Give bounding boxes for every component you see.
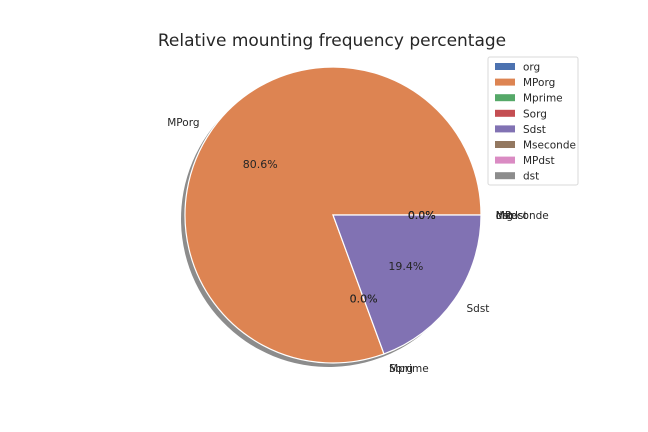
pie-label-mseconde: Mseconde xyxy=(496,210,549,222)
legend-swatch-sorg xyxy=(495,109,515,117)
legend-label-org: org xyxy=(523,62,540,74)
pie-label-mporg: MPorg xyxy=(167,117,199,129)
pie-label-sdst: Sdst xyxy=(466,303,489,315)
legend-label-sdst: Sdst xyxy=(523,124,546,136)
legend-item-org: org xyxy=(495,62,540,74)
legend-item-mseconde: Mseconde xyxy=(495,140,576,152)
legend-label-mpdst: MPdst xyxy=(523,155,555,167)
pie-pct-mporg: 80.6% xyxy=(243,158,278,171)
pie-label-sorg: Sorg xyxy=(389,363,413,375)
pie-pct-sdst: 19.4% xyxy=(388,260,423,273)
legend: org MPorg Mprime Sorg Sdst Mseconde MPdst dst xyxy=(487,56,579,186)
pie-label-org: org xyxy=(496,210,513,222)
pie-label-dst: dst xyxy=(496,210,512,222)
legend-label-mporg: MPorg xyxy=(523,77,555,89)
pie-pct-labels: 0.0%80.6%0.0%0.0%19.4%0.0%0.0%0.0% xyxy=(243,158,436,305)
pie-pct-org: 0.0% xyxy=(408,209,436,222)
legend-item-dst: dst xyxy=(495,171,539,183)
legend-frame xyxy=(487,56,579,186)
pie-slice-sdst xyxy=(332,214,482,355)
legend-label-mprime: Mprime xyxy=(523,93,563,105)
legend-swatch-dst xyxy=(495,172,515,180)
legend-swatch-mpdst xyxy=(495,156,515,164)
legend-item-mporg: MPorg xyxy=(495,77,555,89)
chart-title: Relative mounting frequency percentage xyxy=(158,31,506,51)
pie-pct-sorg: 0.0% xyxy=(350,292,378,305)
pie-label-mpdst: MPdst xyxy=(496,210,528,222)
legend-swatch-mprime xyxy=(495,94,515,102)
pie-pct-mpdst: 0.0% xyxy=(408,209,436,222)
legend-items: org MPorg Mprime Sorg Sdst Mseconde MPdst dst xyxy=(495,62,576,183)
legend-item-sdst: Sdst xyxy=(495,124,546,136)
pie-slices xyxy=(184,66,482,364)
legend-label-dst: dst xyxy=(523,171,539,183)
legend-label-mseconde: Mseconde xyxy=(523,140,576,152)
legend-swatch-sdst xyxy=(495,125,515,133)
pie-pct-dst: 0.0% xyxy=(408,209,436,222)
legend-item-sorg: Sorg xyxy=(495,108,547,120)
legend-item-mpdst: MPdst xyxy=(495,155,555,167)
pie-pct-mseconde: 0.0% xyxy=(408,209,436,222)
legend-label-sorg: Sorg xyxy=(523,108,547,120)
legend-swatch-mseconde xyxy=(495,141,515,148)
pie-pct-mprime: 0.0% xyxy=(350,292,378,305)
legend-swatch-mporg xyxy=(495,78,515,86)
legend-item-mprime: Mprime xyxy=(495,93,563,105)
legend-swatch-org xyxy=(495,63,515,70)
pie-label-mprime: Mprime xyxy=(389,363,429,375)
